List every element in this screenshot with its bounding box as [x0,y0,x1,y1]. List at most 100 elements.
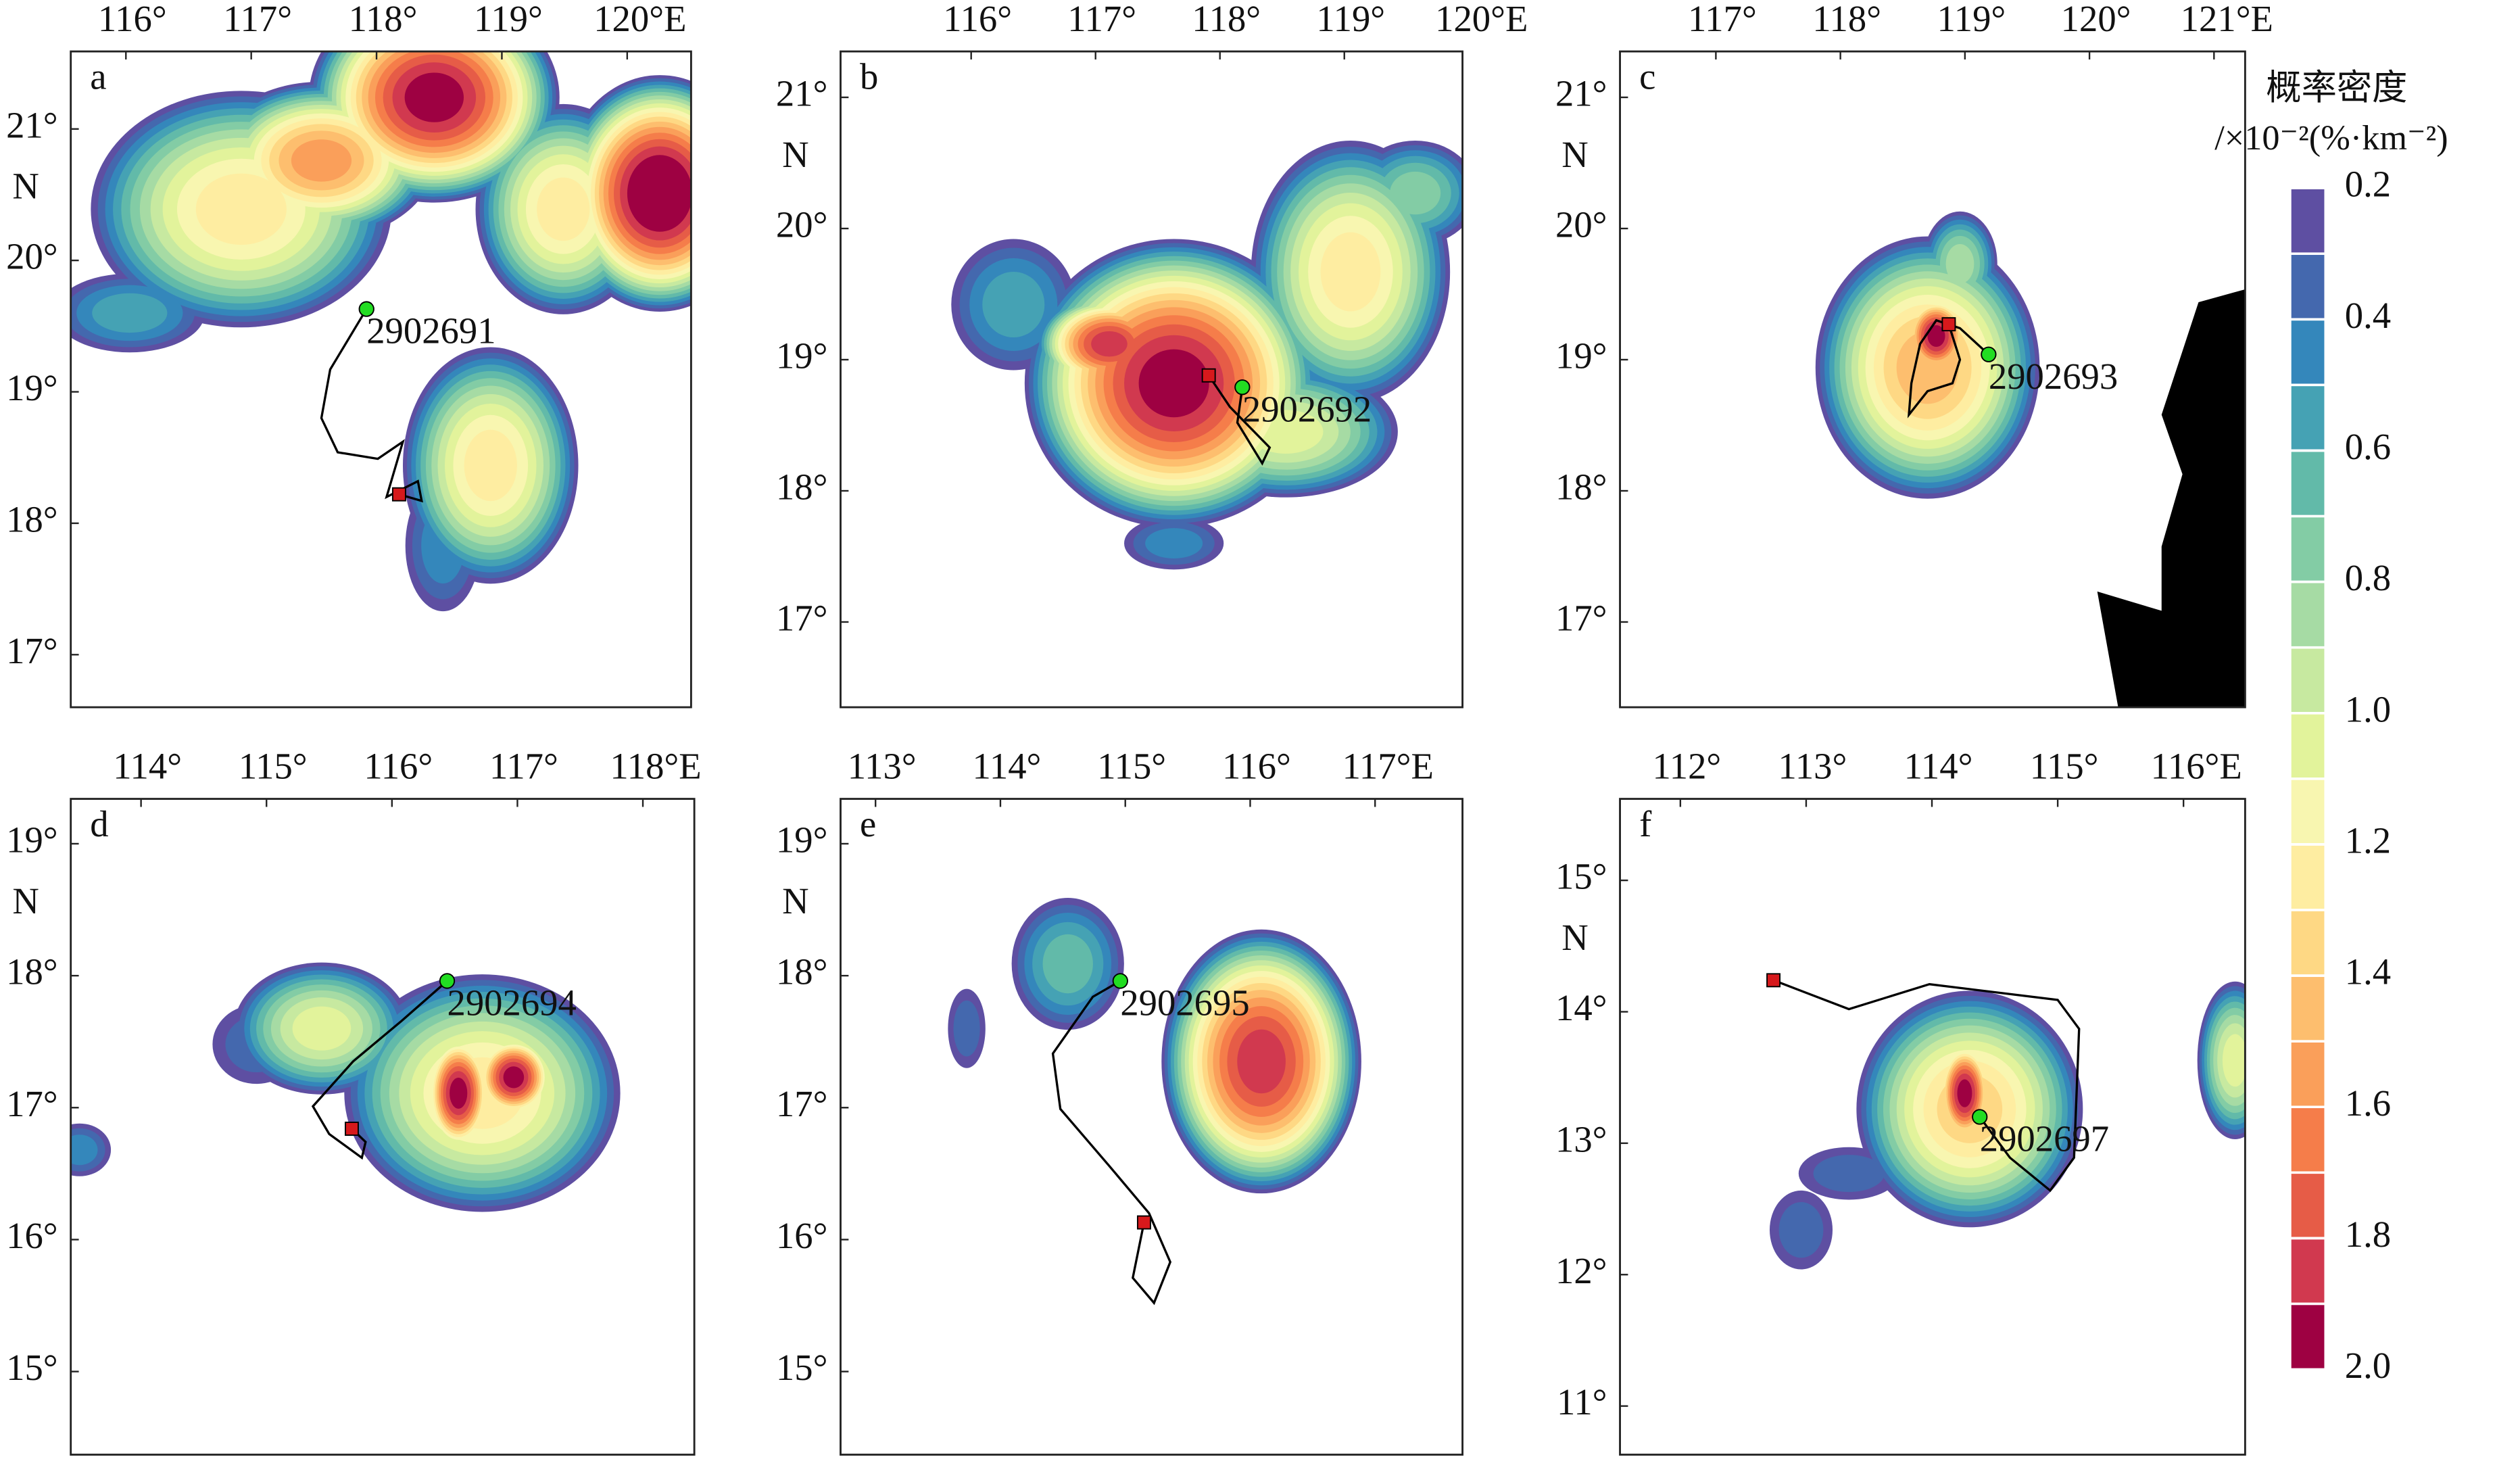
float-id: 2902697 [1980,1118,2109,1160]
panel-label: b [860,55,878,97]
y-tick-label: 12° [1555,1250,1607,1291]
y-tick-label: 17° [776,1083,828,1124]
end-marker [391,487,406,502]
colorbar-band [2289,1105,2327,1174]
y-axis-label: N [12,166,39,207]
density-contour [1945,244,1974,284]
density-contour [1390,171,1441,215]
start-marker [358,301,374,317]
y-tick-label: 18° [6,951,58,993]
panel: 2902693 [1815,211,2118,499]
x-tick-label: 116°E [2151,745,2242,786]
y-tick-label: 18° [6,498,58,540]
x-tick-label: 120° [2061,0,2131,39]
x-tick-label: 119° [1316,0,1385,39]
colorbar-band [2289,778,2327,846]
x-tick-label: 118° [1192,0,1261,39]
x-tick-label: 117° [1067,0,1136,39]
colorbar-band [2289,1237,2327,1306]
density-contour [450,1077,468,1109]
y-tick-label: 18° [1555,467,1607,508]
x-tick-label: 117° [489,745,558,786]
density-contour [292,1006,352,1051]
colorbar-band [2289,449,2327,518]
y-tick-label: 18° [776,467,828,508]
density-contour [503,1066,525,1089]
end-marker [1941,317,1956,332]
panel-label: a [90,55,106,97]
density-contour [953,1000,980,1057]
colorbar-band [2289,1171,2327,1240]
colorbar-band [2289,1040,2327,1109]
x-tick-label: 118°E [610,745,701,786]
colorbar-band [2289,646,2327,715]
panel: 2902695 [948,897,1361,1306]
x-tick-label: 119° [474,0,543,39]
panel: 2902692 [951,140,1463,570]
y-tick-label: 16° [6,1215,58,1256]
density-contour [404,72,464,122]
panel-label: f [1639,803,1652,844]
x-tick-label: 120°E [1435,0,1528,39]
density-contour [291,139,352,182]
density-contour [1927,325,1945,348]
panel: 2902691 [70,51,692,612]
y-tick-label: 19° [1555,335,1607,377]
y-tick-label: 19° [6,819,58,860]
density-contour [195,173,287,245]
colorbar-band [2289,974,2327,1043]
colorbar-tick-label: 0.8 [2345,557,2391,598]
y-tick-label: 20° [1555,204,1607,245]
colorbar-band [2289,712,2327,780]
density-contour [1778,1201,1824,1258]
colorbar-band [2289,1302,2327,1371]
colorbar-tick-label: 1.0 [2345,688,2391,730]
start-marker [1234,379,1251,396]
density-contour [627,155,692,232]
float-track [1051,980,1172,1306]
start-marker [439,973,456,989]
x-tick-label: 116° [98,0,167,39]
y-tick-label: 15° [776,1347,828,1388]
x-tick-label: 119° [1937,0,2006,39]
y-tick-label: 14° [1555,987,1607,1028]
colorbar-tick-label: 2.0 [2345,1345,2391,1386]
start-marker [1972,1109,1988,1125]
y-tick-label: 13° [1555,1118,1607,1160]
density-contour [1091,331,1128,357]
density-contour [92,293,168,333]
density-contour [1237,1029,1286,1094]
colorbar-band [2289,252,2327,321]
density-contour [70,1134,98,1166]
x-tick-label: 115° [1097,745,1166,786]
y-axis-label: N [1561,917,1588,958]
y-tick-label: 15° [6,1347,58,1388]
panel-frame [70,798,696,1456]
y-tick-label: 18° [776,951,828,993]
colorbar-tick-label: 0.2 [2345,164,2391,205]
x-tick-label: 120°E [593,0,686,39]
end-marker [1136,1215,1151,1230]
x-tick-label: 113° [1778,745,1847,786]
y-tick-label: 17° [6,630,58,671]
colorbar-band [2289,383,2327,452]
density-contour [464,429,517,502]
start-marker [1112,973,1128,989]
x-tick-label: 115° [2030,745,2099,786]
x-tick-label: 113° [848,745,917,786]
density-contour [1042,934,1093,994]
colorbar-band [2289,515,2327,583]
density-contour [2222,1034,2246,1087]
y-tick-label: 21° [776,73,828,114]
y-tick-label: 19° [776,819,828,860]
colorbar-band [2289,843,2327,911]
x-tick-label: 116° [943,0,1012,39]
float-track [1772,979,2081,1193]
x-tick-label: 116° [364,745,433,786]
x-tick-label: 112° [1652,745,1721,786]
float-id: 2902695 [1120,982,1249,1024]
x-tick-label: 116° [1222,745,1291,786]
x-tick-label: 121°E [2181,0,2273,39]
x-tick-label: 114° [973,745,1042,786]
panel-frame [70,50,692,709]
